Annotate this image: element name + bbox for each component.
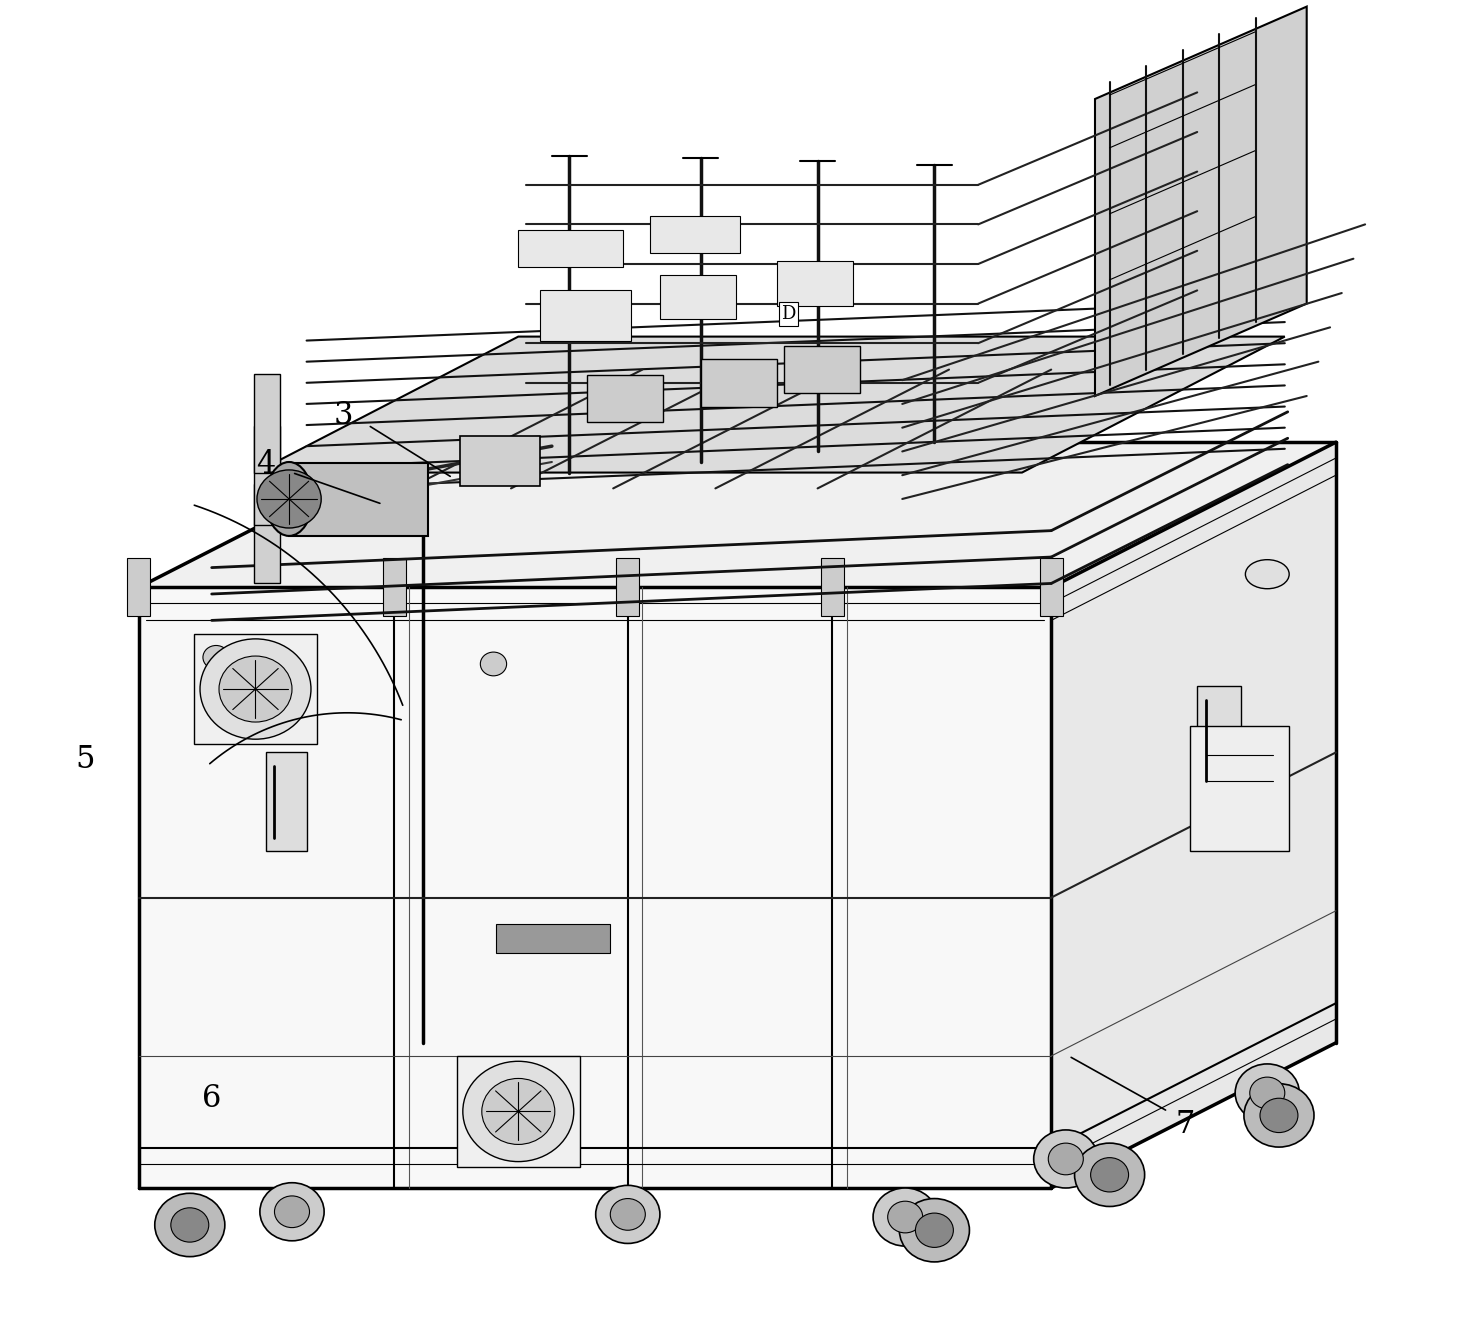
Circle shape <box>1244 1084 1314 1147</box>
Bar <box>127 558 150 616</box>
Circle shape <box>1235 1064 1299 1122</box>
Circle shape <box>1091 1158 1129 1192</box>
Circle shape <box>1260 1098 1298 1133</box>
Bar <box>383 558 406 616</box>
Text: 5: 5 <box>74 743 95 775</box>
Bar <box>1190 726 1289 851</box>
Bar <box>650 216 740 253</box>
Bar <box>194 634 317 744</box>
Circle shape <box>257 470 321 528</box>
Polygon shape <box>1095 7 1307 396</box>
Polygon shape <box>1051 442 1336 1188</box>
Text: 4: 4 <box>255 449 276 480</box>
Circle shape <box>200 639 311 739</box>
Bar <box>1040 558 1063 616</box>
Circle shape <box>171 1208 209 1242</box>
Bar <box>460 436 540 486</box>
Circle shape <box>203 645 229 669</box>
Ellipse shape <box>266 462 312 536</box>
Bar <box>289 463 428 536</box>
Circle shape <box>155 1193 225 1257</box>
Bar <box>587 375 663 422</box>
Bar <box>701 359 777 407</box>
Polygon shape <box>139 587 1051 1188</box>
Circle shape <box>463 1061 574 1162</box>
Circle shape <box>260 1183 324 1241</box>
Bar <box>540 290 631 341</box>
Bar <box>266 752 307 851</box>
Circle shape <box>899 1199 969 1262</box>
Bar <box>496 924 610 953</box>
Circle shape <box>219 656 292 722</box>
Polygon shape <box>255 337 1285 473</box>
Circle shape <box>482 1078 555 1144</box>
Circle shape <box>1075 1143 1145 1206</box>
Text: 6: 6 <box>201 1082 222 1114</box>
Circle shape <box>1250 1077 1285 1109</box>
Circle shape <box>915 1213 953 1247</box>
Circle shape <box>873 1188 937 1246</box>
Bar <box>457 1056 580 1167</box>
Text: 3: 3 <box>333 400 353 432</box>
Bar <box>777 261 853 306</box>
Text: 7: 7 <box>1175 1109 1196 1140</box>
Bar <box>660 275 736 319</box>
Circle shape <box>480 652 507 676</box>
Circle shape <box>596 1185 660 1243</box>
Bar <box>616 558 639 616</box>
Bar <box>784 346 860 393</box>
Circle shape <box>1048 1143 1083 1175</box>
Bar <box>254 374 280 473</box>
Circle shape <box>274 1196 310 1228</box>
Text: D: D <box>781 305 796 323</box>
Circle shape <box>888 1201 923 1233</box>
Bar <box>1197 686 1241 795</box>
Polygon shape <box>139 442 1336 587</box>
Bar <box>821 558 844 616</box>
Bar <box>254 426 280 525</box>
Circle shape <box>610 1199 645 1230</box>
Bar <box>518 230 623 267</box>
Bar <box>254 484 280 583</box>
Ellipse shape <box>1245 560 1289 589</box>
Circle shape <box>1034 1130 1098 1188</box>
